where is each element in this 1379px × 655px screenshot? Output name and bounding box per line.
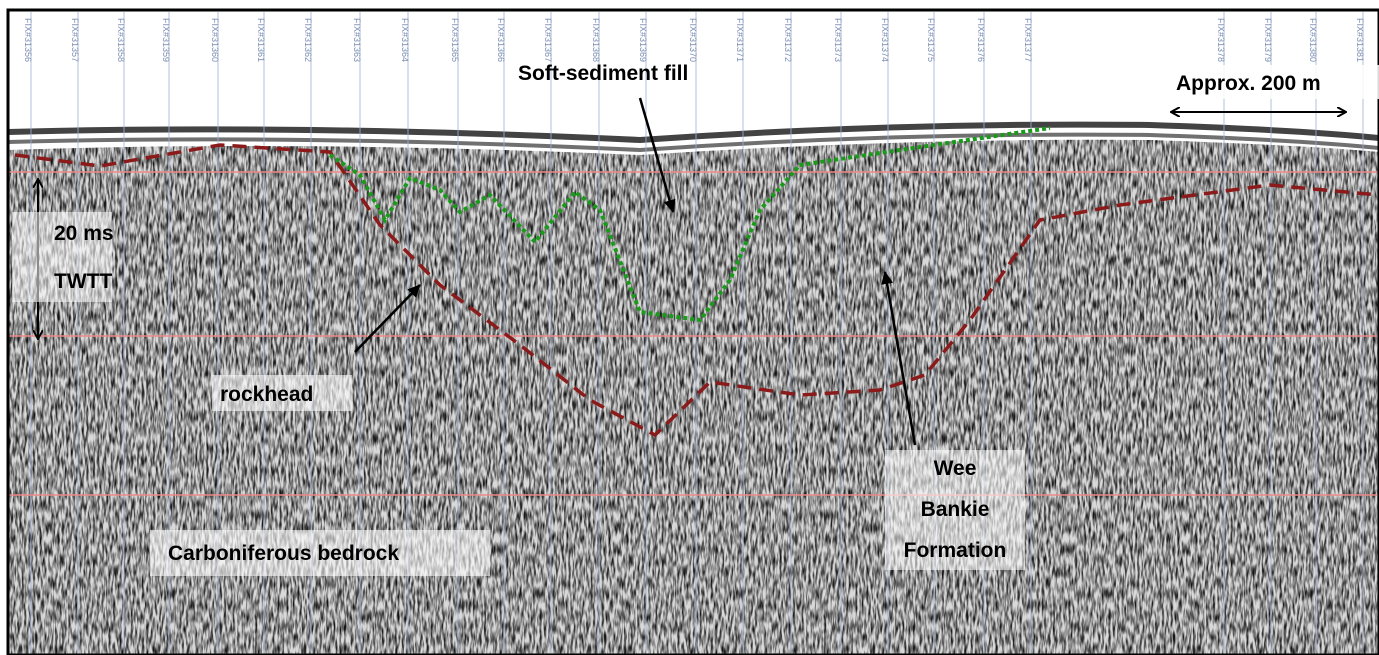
fix-label: FIX#31380 bbox=[1308, 18, 1318, 62]
fix-label: FIX#31368 bbox=[591, 18, 601, 62]
label: 20 ms bbox=[54, 222, 114, 245]
fix-label: FIX#31363 bbox=[352, 18, 362, 62]
label: Wee bbox=[934, 457, 977, 480]
label: rockhead bbox=[220, 383, 313, 406]
label: Approx. 200 m bbox=[1176, 72, 1321, 95]
fix-label: FIX#31378 bbox=[1216, 18, 1226, 62]
fix-label: FIX#31376 bbox=[976, 18, 986, 62]
fix-label: FIX#31356 bbox=[23, 18, 33, 62]
fix-label: FIX#31365 bbox=[450, 18, 460, 62]
fix-label: FIX#31358 bbox=[116, 18, 126, 62]
fix-label: FIX#31362 bbox=[303, 18, 313, 62]
label: Bankie bbox=[921, 498, 990, 521]
label: Formation bbox=[904, 539, 1007, 562]
fix-label: FIX#31371 bbox=[735, 18, 745, 62]
label: TWTT bbox=[54, 270, 112, 293]
fix-label: FIX#31379 bbox=[1263, 18, 1273, 62]
fix-label: FIX#31374 bbox=[880, 18, 890, 62]
fix-label: FIX#31370 bbox=[688, 18, 698, 62]
label: Carboniferous bedrock bbox=[168, 542, 399, 565]
fix-label: FIX#31381 bbox=[1355, 18, 1365, 62]
fix-label: FIX#31361 bbox=[256, 18, 266, 62]
fix-label: FIX#31377 bbox=[1023, 18, 1033, 62]
fix-label: FIX#31364 bbox=[400, 18, 410, 62]
fix-label: FIX#31373 bbox=[833, 18, 843, 62]
seismic-profile: FIX#31356 FIX#31357 FIX#31358 FIX#31359 FIX#… bbox=[0, 0, 1379, 655]
fix-label: FIX#31357 bbox=[70, 18, 80, 62]
fix-label: FIX#31369 bbox=[638, 18, 648, 62]
fix-label: FIX#31375 bbox=[926, 18, 936, 62]
fix-label: FIX#31367 bbox=[543, 18, 553, 62]
label: Soft-sediment fill bbox=[518, 62, 688, 85]
fix-label: FIX#31360 bbox=[210, 18, 220, 62]
fix-label: FIX#31372 bbox=[783, 18, 793, 62]
fix-label: FIX#31366 bbox=[496, 18, 506, 62]
fix-label: FIX#31359 bbox=[161, 18, 171, 62]
